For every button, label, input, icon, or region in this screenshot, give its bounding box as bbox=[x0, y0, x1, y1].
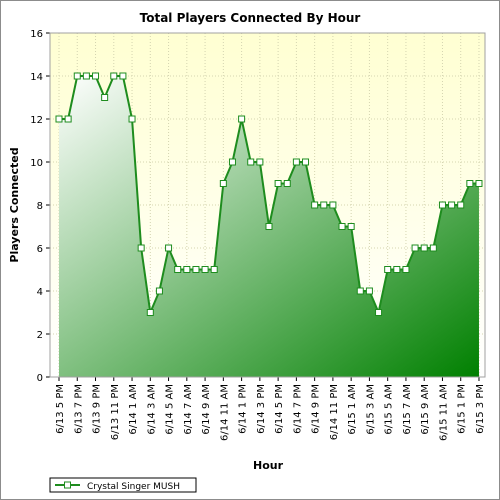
data-point bbox=[274, 180, 282, 187]
x-tick-label: 6/13 7 PM bbox=[73, 384, 84, 434]
x-tick-label: 6/14 7 PM bbox=[292, 384, 303, 434]
data-point bbox=[92, 72, 100, 80]
data-point bbox=[311, 201, 319, 209]
data-point bbox=[402, 266, 410, 273]
x-tick-label: 6/14 9 AM bbox=[201, 384, 212, 435]
data-point bbox=[247, 158, 255, 166]
x-tick-label: 6/14 5 PM bbox=[274, 384, 285, 434]
y-tick-label: 8 bbox=[37, 201, 43, 212]
x-tick-label: 6/13 11 PM bbox=[110, 384, 121, 440]
data-point bbox=[420, 244, 428, 252]
y-tick-label: 4 bbox=[37, 287, 43, 298]
data-point bbox=[466, 180, 474, 187]
data-point bbox=[347, 223, 355, 230]
data-point bbox=[201, 266, 209, 273]
data-point bbox=[338, 223, 346, 230]
plot-border bbox=[49, 32, 486, 378]
x-tick-label: 6/13 9 PM bbox=[92, 384, 103, 434]
legend-box bbox=[49, 477, 197, 493]
data-point bbox=[73, 72, 81, 80]
data-point bbox=[411, 244, 419, 252]
data-point bbox=[219, 180, 227, 187]
y-tick-label: 14 bbox=[30, 72, 43, 83]
x-tick-label: 6/14 5 AM bbox=[165, 384, 176, 435]
data-point bbox=[82, 72, 90, 80]
y-tick-label: 16 bbox=[30, 29, 43, 40]
x-tick-label: 6/15 1 PM bbox=[457, 384, 468, 434]
data-point bbox=[228, 158, 236, 166]
x-tick-label: 6/15 11 AM bbox=[438, 384, 449, 441]
legend-label: Crystal Singer MUSH bbox=[87, 482, 180, 492]
x-tick-label: 6/15 9 AM bbox=[420, 384, 431, 435]
plot-area: 0 2 4 6 8 10 12 14 16 6/13 5 PM 6/13 7 PM 6/13 9 PM… bbox=[30, 29, 486, 441]
data-point bbox=[192, 266, 200, 273]
x-tick-label: 6/14 3 AM bbox=[146, 384, 157, 435]
x-tick-label: 6/14 11 PM bbox=[329, 384, 340, 440]
y-axis-title: Players Connected bbox=[8, 147, 21, 262]
data-point bbox=[146, 309, 154, 316]
data-point bbox=[265, 223, 273, 230]
data-point bbox=[174, 266, 182, 273]
x-axis-title: Hour bbox=[253, 459, 284, 472]
data-point bbox=[302, 158, 310, 166]
data-point bbox=[155, 287, 163, 295]
data-point bbox=[429, 244, 437, 252]
x-tick-label: 6/15 1 AM bbox=[347, 384, 358, 435]
x-tick-label: 6/14 3 PM bbox=[256, 384, 267, 434]
x-tick-label: 6/15 3 AM bbox=[365, 384, 376, 435]
data-point bbox=[64, 115, 72, 123]
y-tick-label: 0 bbox=[37, 373, 43, 384]
data-point bbox=[183, 266, 191, 273]
data-point bbox=[475, 180, 483, 187]
x-tick-label: 6/14 1 PM bbox=[238, 384, 249, 434]
data-point bbox=[365, 287, 373, 295]
data-point bbox=[356, 287, 364, 295]
data-point bbox=[292, 158, 300, 166]
x-tick-label: 6/14 9 PM bbox=[311, 384, 322, 434]
data-point bbox=[101, 94, 109, 101]
data-point bbox=[55, 115, 63, 123]
data-point bbox=[375, 309, 383, 316]
x-tick-label: 6/14 1 AM bbox=[128, 384, 139, 435]
x-tick-label: 6/14 7 AM bbox=[183, 384, 194, 435]
data-point bbox=[329, 201, 337, 209]
y-tick-label: 12 bbox=[30, 115, 43, 126]
x-tick-label: 6/15 3 PM bbox=[475, 384, 486, 434]
x-tick-label: 6/13 5 PM bbox=[55, 384, 66, 434]
data-point bbox=[457, 201, 465, 209]
data-point bbox=[448, 201, 456, 209]
data-point bbox=[320, 201, 328, 209]
x-tick-label: 6/14 11 AM bbox=[219, 384, 230, 441]
data-point bbox=[119, 72, 127, 80]
data-point bbox=[438, 201, 446, 209]
data-point bbox=[210, 266, 218, 273]
y-tick-label: 2 bbox=[37, 330, 43, 341]
data-point bbox=[165, 244, 173, 252]
data-point bbox=[128, 115, 136, 123]
x-tick-label: 6/15 5 AM bbox=[384, 384, 395, 435]
y-tick-label: 6 bbox=[37, 244, 43, 255]
x-tick-label: 6/15 7 AM bbox=[402, 384, 413, 435]
data-point bbox=[110, 72, 118, 80]
data-point bbox=[384, 266, 392, 273]
y-tick-label: 10 bbox=[30, 158, 43, 169]
data-point bbox=[256, 158, 264, 166]
chart-title: Total Players Connected By Hour bbox=[140, 11, 361, 25]
data-point bbox=[393, 266, 401, 273]
data-point bbox=[238, 115, 246, 123]
legend: Crystal Singer MUSH bbox=[49, 477, 197, 493]
data-point bbox=[137, 244, 145, 252]
data-point bbox=[283, 180, 291, 187]
legend-marker-swatch bbox=[64, 481, 71, 489]
